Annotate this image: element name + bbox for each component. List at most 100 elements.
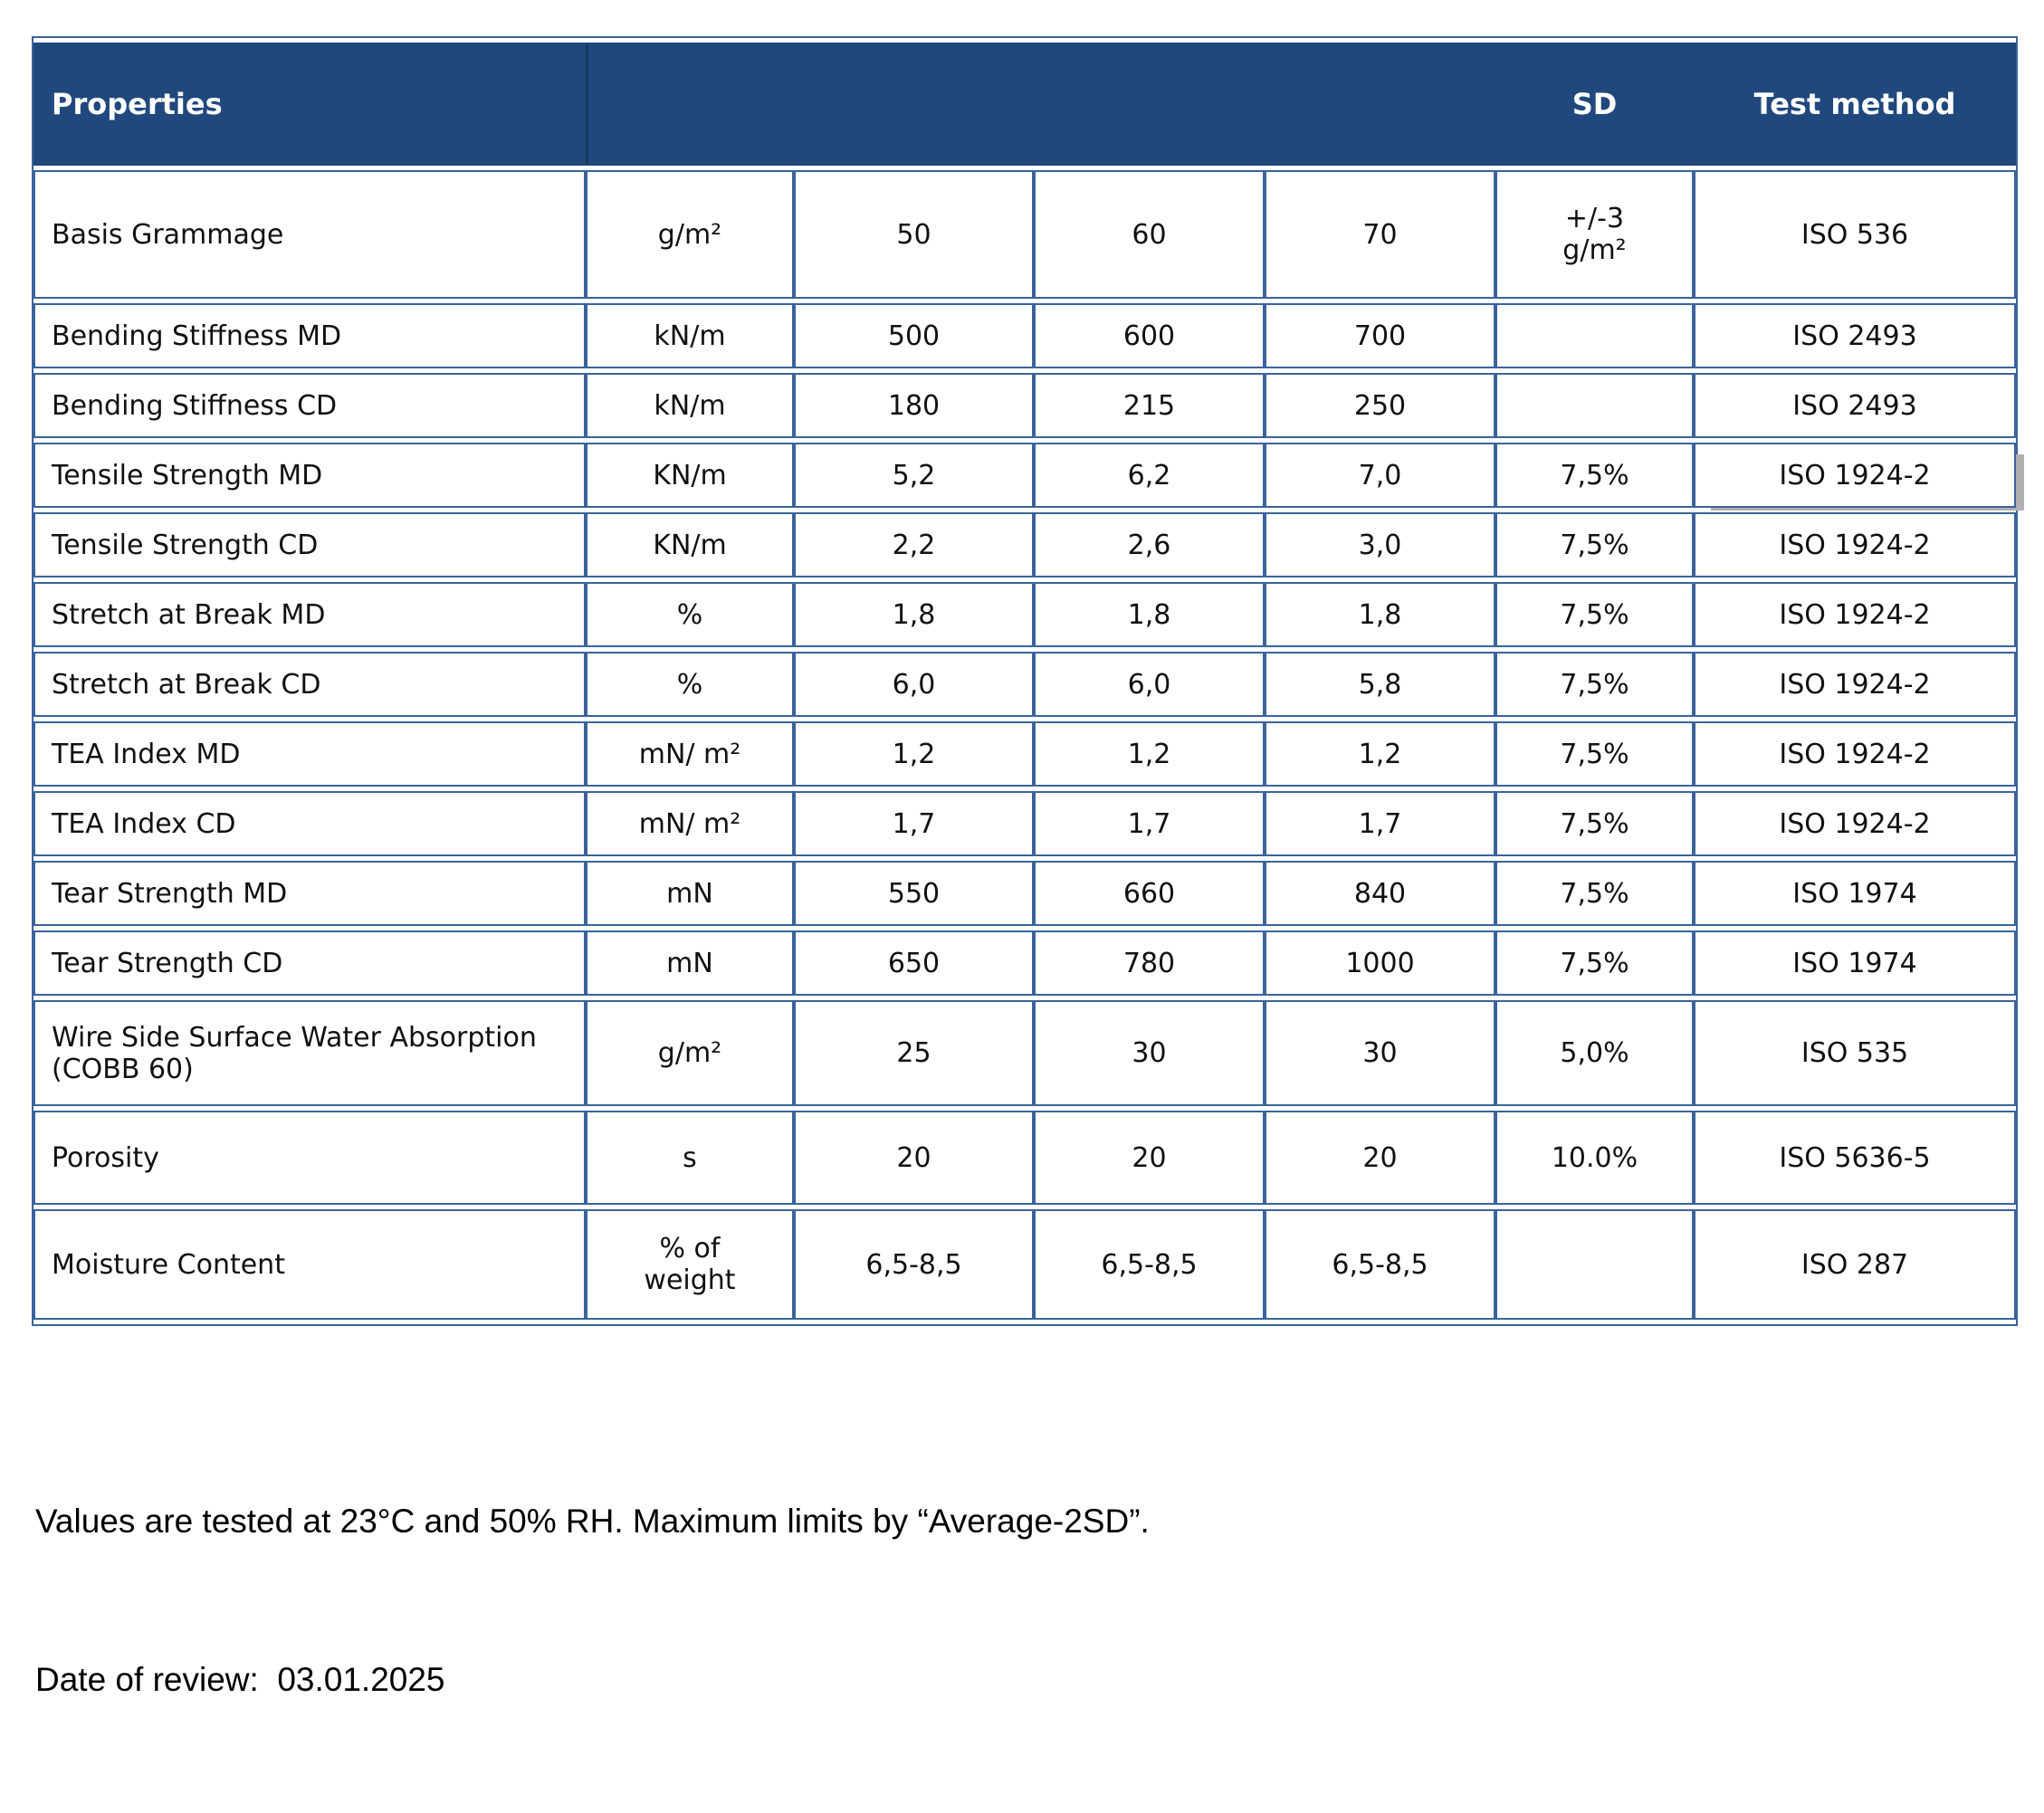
unit-cell: %	[586, 652, 794, 717]
value-cell: 30	[1034, 1000, 1265, 1106]
value-cell: 1,8	[1265, 582, 1495, 647]
unit-cell: mN/ m²	[586, 721, 794, 787]
value-cell: 180	[794, 373, 1034, 438]
table-row: Wire Side Surface Water Absorption (COBB…	[33, 1000, 2016, 1106]
sd-cell: 7,5%	[1495, 512, 1694, 577]
table-row: Stretch at Break MD % 1,8 1,8 1,8 7,5% I…	[33, 582, 2016, 647]
value-cell: 60	[1034, 170, 1265, 299]
table-row: TEA Index CD mN/ m² 1,7 1,7 1,7 7,5% ISO…	[33, 791, 2016, 856]
value-cell: 25	[794, 1000, 1034, 1106]
value-cell: 1,2	[794, 721, 1034, 787]
property-cell: Stretch at Break MD	[33, 582, 586, 647]
value-cell: 250	[1265, 373, 1495, 438]
value-cell: 1,7	[794, 791, 1034, 856]
method-cell: ISO 287	[1694, 1209, 2016, 1320]
value-cell: 20	[1265, 1111, 1495, 1205]
method-cell: ISO 1924-2	[1694, 652, 2016, 717]
sd-cell: 7,5%	[1495, 930, 1694, 996]
sd-cell: 7,5%	[1495, 721, 1694, 787]
unit-cell: s	[586, 1111, 794, 1205]
table-row: Porosity s 20 20 20 10.0% ISO 5636-5	[33, 1111, 2016, 1205]
value-cell: 70	[1265, 170, 1495, 299]
method-cell: ISO 1974	[1694, 930, 2016, 996]
value-cell: 660	[1034, 861, 1265, 926]
value-cell: 550	[794, 861, 1034, 926]
table-row: Tear Strength CD mN 650 780 1000 7,5% IS…	[33, 930, 2016, 996]
value-cell: 1,8	[794, 582, 1034, 647]
property-cell: Tensile Strength CD	[33, 512, 586, 577]
value-cell: 50	[794, 170, 1034, 299]
sd-cell	[1495, 1209, 1694, 1320]
method-cell: ISO 2493	[1694, 303, 2016, 368]
table-row: TEA Index MD mN/ m² 1,2 1,2 1,2 7,5% ISO…	[33, 721, 2016, 787]
value-cell: 20	[1034, 1111, 1265, 1205]
table-row: Bending Stiffness CD kN/m 180 215 250 IS…	[33, 373, 2016, 438]
value-cell: 5,8	[1265, 652, 1495, 717]
value-cell: 840	[1265, 861, 1495, 926]
properties-table: Properties SD Test method Basis Grammage…	[32, 36, 2018, 1326]
unit-cell: g/m²	[586, 1000, 794, 1106]
header-sd: SD	[1495, 43, 1694, 166]
unit-cell: KN/m	[586, 512, 794, 577]
table-row: Tensile Strength MD KN/m 5,2 6,2 7,0 7,5…	[33, 443, 2016, 508]
value-cell: 2,2	[794, 512, 1034, 577]
method-cell: ISO 1974	[1694, 861, 2016, 926]
value-cell: 1,8	[1034, 582, 1265, 647]
table-row: Tensile Strength CD KN/m 2,2 2,6 3,0 7,5…	[33, 512, 2016, 577]
method-cell: ISO 1924-2	[1694, 443, 2016, 508]
value-cell: 6,5-8,5	[1034, 1209, 1265, 1320]
property-cell: Moisture Content	[33, 1209, 586, 1320]
property-cell: Bending Stiffness MD	[33, 303, 586, 368]
value-cell: 30	[1265, 1000, 1495, 1106]
value-cell: 215	[1034, 373, 1265, 438]
table-row: Bending Stiffness MD kN/m 500 600 700 IS…	[33, 303, 2016, 368]
review-date: Date of review: 03.01.2025	[35, 1661, 445, 1699]
property-cell: Tear Strength CD	[33, 930, 586, 996]
property-cell: TEA Index MD	[33, 721, 586, 787]
method-cell: ISO 536	[1694, 170, 2016, 299]
value-cell: 6,5-8,5	[1265, 1209, 1495, 1320]
value-cell: 1000	[1265, 930, 1495, 996]
value-cell: 6,5-8,5	[794, 1209, 1034, 1320]
table-row: Basis Grammage g/m² 50 60 70 +/-3 g/m² I…	[33, 170, 2016, 299]
sd-cell: 5,0%	[1495, 1000, 1694, 1106]
sd-cell: 7,5%	[1495, 791, 1694, 856]
sd-cell: 7,5%	[1495, 582, 1694, 647]
property-cell: Tear Strength MD	[33, 861, 586, 926]
sd-cell: 10.0%	[1495, 1111, 1694, 1205]
unit-cell: mN/ m²	[586, 791, 794, 856]
test-conditions-note: Values are tested at 23°C and 50% RH. Ma…	[35, 1502, 1150, 1540]
method-cell: ISO 535	[1694, 1000, 2016, 1106]
sd-cell: 7,5%	[1495, 443, 1694, 508]
table-row: Stretch at Break CD % 6,0 6,0 5,8 7,5% I…	[33, 652, 2016, 717]
header-spacer	[586, 43, 1495, 166]
method-cell: ISO 1924-2	[1694, 721, 2016, 787]
unit-cell: kN/m	[586, 373, 794, 438]
value-cell: 500	[794, 303, 1034, 368]
value-cell: 6,2	[1034, 443, 1265, 508]
value-cell: 780	[1034, 930, 1265, 996]
header-properties: Properties	[33, 43, 586, 166]
method-cell: ISO 1924-2	[1694, 791, 2016, 856]
value-cell: 1,2	[1265, 721, 1495, 787]
value-cell: 1,7	[1265, 791, 1495, 856]
table-row: Tear Strength MD mN 550 660 840 7,5% ISO…	[33, 861, 2016, 926]
value-cell: 2,6	[1034, 512, 1265, 577]
property-cell: TEA Index CD	[33, 791, 586, 856]
value-cell: 700	[1265, 303, 1495, 368]
unit-cell: mN	[586, 930, 794, 996]
property-cell: Porosity	[33, 1111, 586, 1205]
sd-cell	[1495, 373, 1694, 438]
property-cell: Tensile Strength MD	[33, 443, 586, 508]
method-cell: ISO 5636-5	[1694, 1111, 2016, 1205]
sd-cell: 7,5%	[1495, 861, 1694, 926]
value-cell: 20	[794, 1111, 1034, 1205]
unit-cell: g/m²	[586, 170, 794, 299]
value-cell: 650	[794, 930, 1034, 996]
value-cell: 1,7	[1034, 791, 1265, 856]
property-cell: Bending Stiffness CD	[33, 373, 586, 438]
value-cell: 6,0	[1034, 652, 1265, 717]
unit-cell: %	[586, 582, 794, 647]
sd-cell: +/-3 g/m²	[1495, 170, 1694, 299]
